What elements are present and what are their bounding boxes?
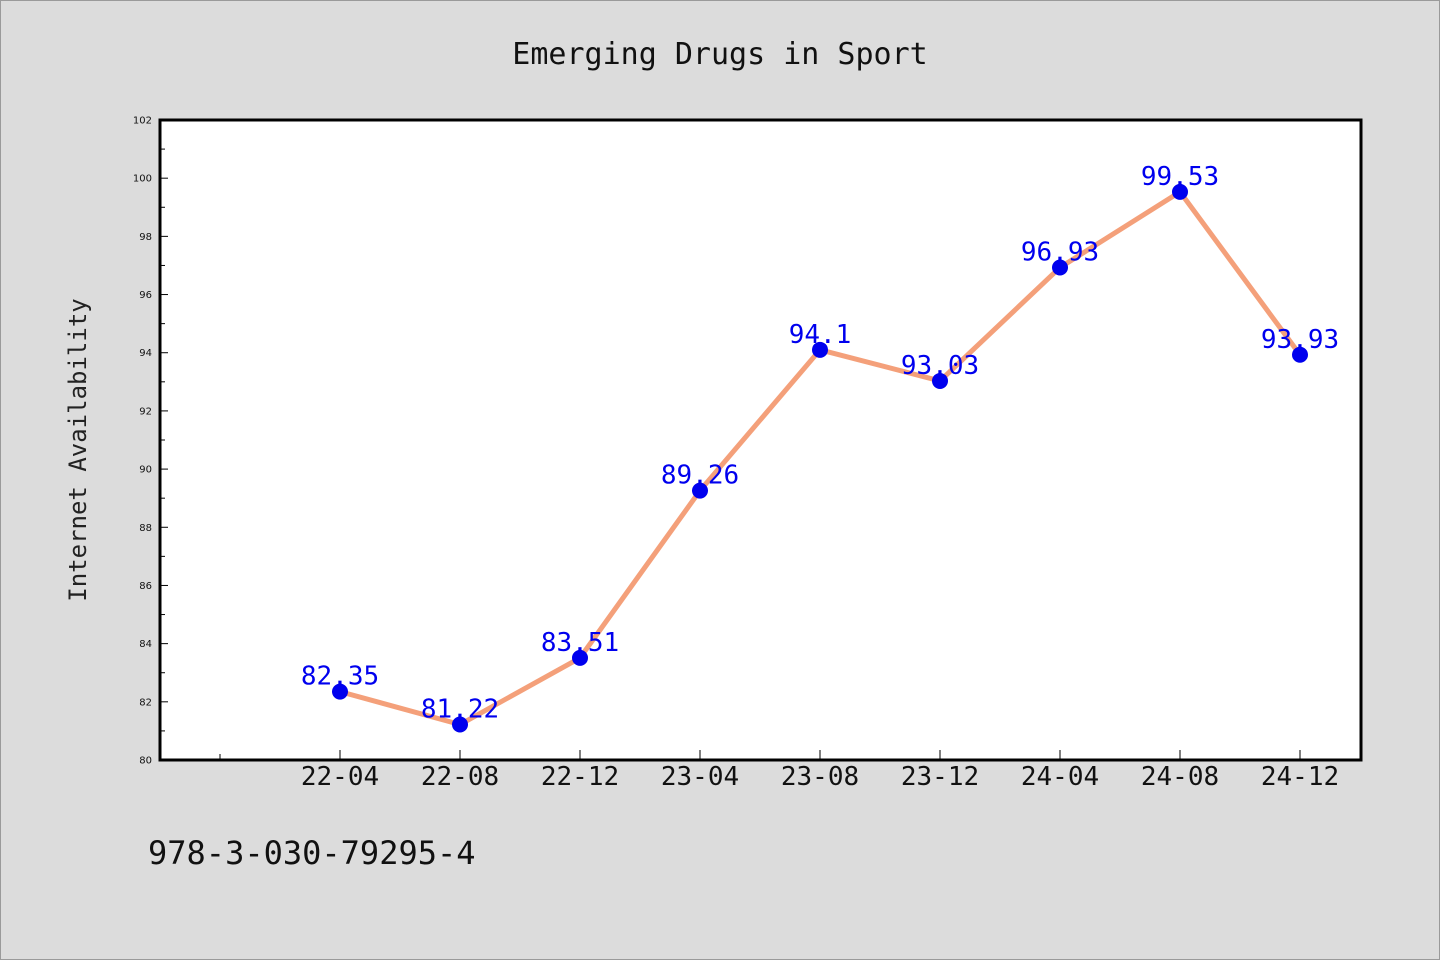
data-point-marker [572,649,588,666]
footer-isbn: 978-3-030-79295-4 [148,834,476,872]
x-tick-label: 22-04 [301,762,379,792]
x-tick-label: 23-08 [781,762,859,792]
y-tick-label: 82 [139,697,152,708]
x-tick-label: 22-08 [421,762,499,792]
x-tick-label: 22-12 [541,762,619,792]
y-tick-label: 102 [133,116,152,127]
data-point-label: 99.53 [1141,162,1219,192]
data-point-marker [692,482,708,499]
x-tick-label: 24-04 [1021,762,1099,792]
data-point-marker [812,341,828,358]
data-point-label: 96.93 [1021,237,1099,267]
y-tick-label: 94 [139,348,152,359]
chart-title: Emerging Drugs in Sport [512,37,927,72]
data-point-marker [1292,346,1308,363]
y-tick-label: 80 [139,756,152,767]
data-point-label: 83.51 [541,628,619,658]
data-labels: 82.35 81.22 83.51 89.26 94.1 93.03 96.93 99.53 9… [301,162,1339,725]
y-tick-label: 88 [139,523,152,534]
x-tick-label: 24-08 [1141,762,1219,792]
data-point-label: 81.22 [421,695,499,725]
y-tick-label: 84 [139,639,152,650]
data-point-marker [452,716,468,733]
data-point-marker [332,683,348,700]
data-markers [332,183,1308,733]
y-tick-label: 98 [139,232,152,243]
x-tick-label: 24-12 [1261,762,1339,792]
y-ticks: 80 82 84 86 88 90 92 94 96 98 100 102 [133,116,168,767]
y-tick-label: 100 [133,174,152,185]
y-tick-label: 96 [139,290,152,301]
data-point-label: 89.26 [661,461,739,491]
data-point-label: 82.35 [301,662,379,692]
x-tick-label: 23-12 [901,762,979,792]
data-point-marker [932,372,948,389]
data-point-label: 93.03 [901,351,979,381]
data-point-label: 93.93 [1261,325,1339,355]
y-tick-label: 92 [139,406,152,417]
plot-area [160,120,1361,760]
y-tick-label: 86 [139,581,152,592]
data-point-marker [1052,259,1068,276]
data-point-label: 94.1 [789,320,852,350]
y-tick-label: 90 [139,465,152,476]
x-tick-label: 23-04 [661,762,739,792]
data-point-marker [1172,183,1188,200]
y-axis-label: Internet Availability [64,298,92,601]
x-ticks: 22-04 22-08 22-12 23-04 23-08 23-12 24-04 24-08… [219,750,1339,792]
plot-frame [158,118,1363,762]
